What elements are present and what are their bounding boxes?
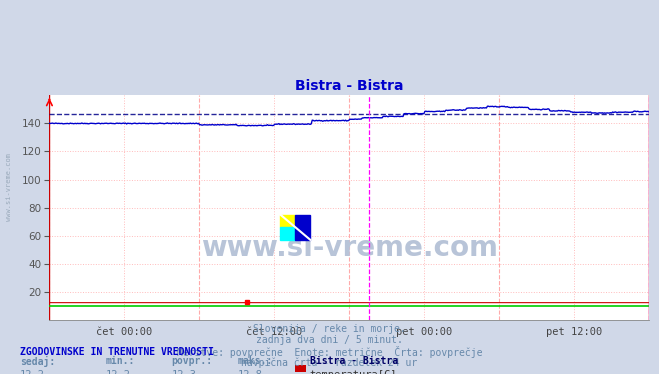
Text: 12,3: 12,3 [171,370,196,374]
Bar [280,215,295,227]
Text: Bistra - Bistra: Bistra - Bistra [310,356,398,366]
Bar [280,227,295,240]
Text: Meritve: povprečne  Enote: metrične  Črta: povprečje: Meritve: povprečne Enote: metrične Črta:… [177,346,482,358]
Text: temperatura[C]: temperatura[C] [310,370,397,374]
Text: navpična črta - razdelek 24 ur: navpična črta - razdelek 24 ur [241,357,418,368]
Text: 12,2: 12,2 [105,370,130,374]
Text: www.si-vreme.com: www.si-vreme.com [201,234,498,262]
Text: ZGODOVINSKE IN TRENUTNE VREDNOSTI: ZGODOVINSKE IN TRENUTNE VREDNOSTI [20,347,214,357]
Text: povpr.:: povpr.: [171,356,212,366]
Text: min.:: min.: [105,356,135,366]
Text: www.si-vreme.com: www.si-vreme.com [5,153,12,221]
Text: zadnja dva dni / 5 minut.: zadnja dva dni / 5 minut. [256,335,403,345]
Text: 12,8: 12,8 [237,370,262,374]
Text: maks.:: maks.: [237,356,272,366]
Bar [295,215,310,240]
Title: Bistra - Bistra: Bistra - Bistra [295,79,403,93]
Text: Slovenija / reke in morje.: Slovenija / reke in morje. [253,324,406,334]
Text: sedaj:: sedaj: [20,356,55,367]
Text: 12,2: 12,2 [20,370,45,374]
